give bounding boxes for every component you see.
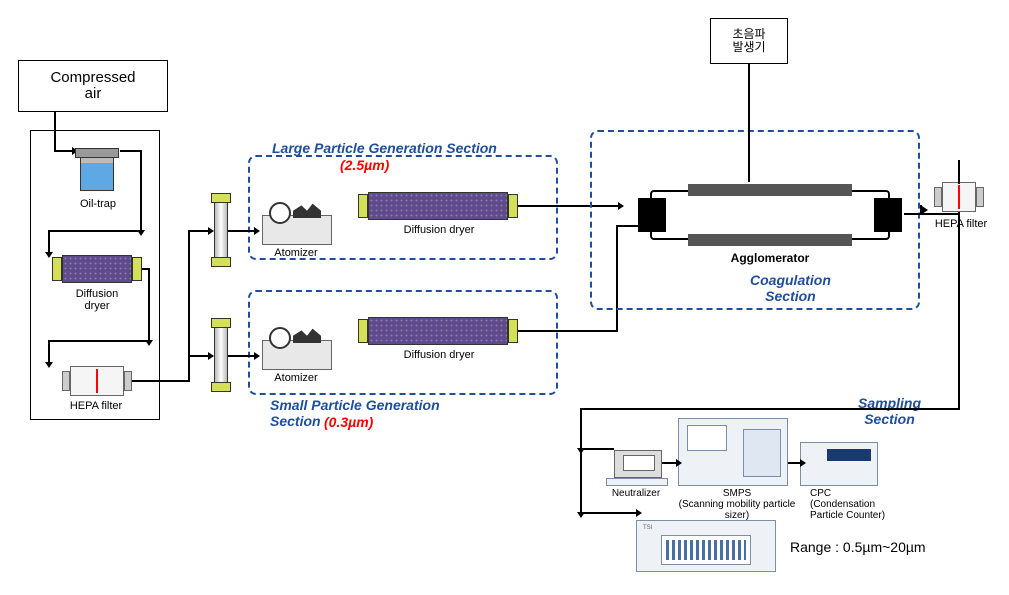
flowmeter-bottom-icon (214, 325, 228, 385)
oil-trap-label: Oil-trap (76, 198, 120, 210)
pipe (120, 150, 142, 152)
hepa-filter-right-label: HEPA filter (928, 218, 994, 230)
smps-full: (Scanning mobility particle sizer) (679, 499, 796, 521)
pipe (958, 160, 960, 184)
pipe (920, 205, 922, 215)
diffusion-dryer-bottom-icon (358, 317, 518, 345)
pipe (580, 448, 614, 450)
smps-label: SMPS (Scanning mobility particle sizer) (668, 488, 806, 521)
small-section-size: (0.3µm) (324, 414, 373, 430)
hepa-filter-right-icon (934, 182, 984, 212)
flowmeter-top-icon (214, 200, 228, 260)
pipe (188, 230, 190, 382)
cpc-label: CPC (Condensation Particle Counter) (810, 488, 920, 521)
diffusion-dryer-top-icon (358, 192, 518, 220)
pipe (228, 355, 254, 357)
pipe (54, 112, 56, 150)
large-section-size: (2.5µm) (340, 157, 389, 173)
pipe (518, 330, 618, 332)
pipe (580, 408, 582, 448)
diffusion-dryer-bottom-label: Diffusion dryer (395, 349, 483, 361)
oil-trap-icon (80, 155, 114, 191)
pipe (904, 213, 960, 215)
hepa-filter-left-label: HEPA filter (66, 400, 126, 412)
cpc-full: (Condensation Particle Counter) (810, 499, 885, 521)
ultrasonic-generator-box: 초음파 발생기 (710, 18, 788, 64)
pipe (48, 340, 50, 362)
coagulation-title: Coagulation Section (750, 272, 831, 304)
large-section-title: Large Particle Generation Section (272, 140, 497, 156)
hepa-filter-left-icon (62, 366, 132, 396)
diffusion-dryer-left-icon (52, 255, 142, 283)
atomizer-top-icon (262, 215, 332, 245)
pipe (188, 230, 208, 232)
neutralizer-icon (614, 450, 662, 478)
atomizer-bottom-label: Atomizer (268, 372, 324, 384)
pipe (188, 355, 208, 357)
aps-icon: TSI (636, 520, 776, 572)
smps-icon (678, 418, 788, 486)
pipe (48, 340, 150, 342)
diffusion-dryer-left-label: Diffusion dryer (62, 288, 132, 312)
neutralizer-label: Neutralizer (606, 488, 666, 499)
smps-short: SMPS (723, 488, 751, 499)
agglomerator-label: Agglomerator (720, 252, 820, 265)
pipe (662, 462, 676, 464)
ultrasonic-label: 초음파 발생기 (732, 28, 765, 54)
pipe (48, 230, 142, 232)
diffusion-dryer-top-label: Diffusion dryer (395, 224, 483, 236)
compressed-air-box: Compressed air (18, 60, 168, 112)
range-label: Range : 0.5µm~20µm (790, 540, 960, 555)
pipe (580, 408, 960, 410)
pipe (788, 462, 800, 464)
pipe (580, 448, 582, 512)
cpc-icon (800, 442, 878, 486)
cpc-short: CPC (810, 488, 831, 499)
pipe (48, 230, 50, 252)
neutralizer-base-icon (606, 478, 668, 486)
pipe (54, 150, 72, 152)
pipe (228, 230, 254, 232)
pipe (148, 268, 150, 340)
agglomerator-icon (650, 190, 890, 240)
atomizer-bottom-icon (262, 340, 332, 370)
pipe (140, 150, 142, 230)
atomizer-top-label: Atomizer (268, 247, 324, 259)
pipe (748, 64, 750, 182)
compressed-air-label: Compressed air (50, 70, 135, 103)
pipe (580, 512, 636, 514)
sampling-title: Sampling Section (858, 395, 921, 427)
pipe (132, 380, 190, 382)
